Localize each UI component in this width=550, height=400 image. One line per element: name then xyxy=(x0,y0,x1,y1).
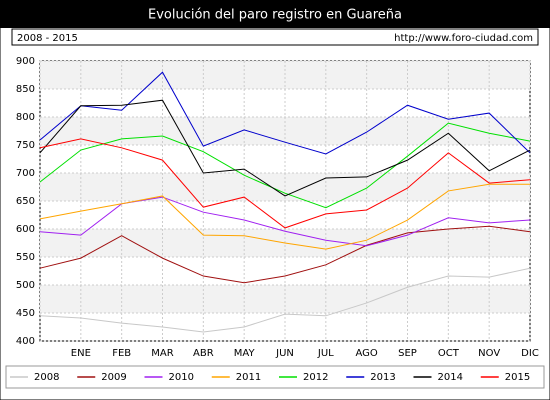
legend-label: 2012 xyxy=(303,372,328,383)
legend-box xyxy=(5,365,545,389)
legend-label: 2013 xyxy=(370,372,395,383)
y-tick-label: 850 xyxy=(16,84,35,95)
y-tick-label: 750 xyxy=(16,140,35,151)
y-tick-label: 400 xyxy=(16,336,35,347)
series-line xyxy=(39,71,531,155)
subtitle-box xyxy=(11,28,539,46)
x-tick-label: SEP xyxy=(398,348,417,359)
x-tick-label: DIC xyxy=(521,348,539,359)
legend-label: 2008 xyxy=(34,372,59,383)
series-line xyxy=(39,122,531,209)
series-line xyxy=(39,183,530,250)
x-tick-label: MAY xyxy=(234,348,256,359)
series-line xyxy=(39,267,531,333)
series-line xyxy=(39,138,531,229)
x-tick-label: NOV xyxy=(478,348,500,359)
title-bar xyxy=(0,0,550,28)
series-line xyxy=(39,99,531,197)
subtitle: 2008 - 2015 xyxy=(17,33,78,44)
y-tick-label: 600 xyxy=(16,224,35,235)
y-tick-label: 800 xyxy=(16,112,35,123)
y-tick-label: 500 xyxy=(16,280,35,291)
legend-label: 2010 xyxy=(169,372,194,383)
y-tick-label: 650 xyxy=(16,196,35,207)
series-line xyxy=(39,225,531,284)
x-tick-label: MAR xyxy=(151,348,173,359)
x-tick-label: AGO xyxy=(356,348,378,359)
y-tick-label: 900 xyxy=(16,56,35,67)
source: http://www.foro-ciudad.com xyxy=(394,33,533,44)
legend-label: 2011 xyxy=(236,372,261,383)
y-tick-label: 700 xyxy=(16,168,35,179)
legend-label: 2015 xyxy=(505,372,530,383)
x-tick-label: ABR xyxy=(193,348,214,359)
chart-title: Evolución del paro registro en Guareña xyxy=(148,8,402,23)
x-tick-label: FEB xyxy=(112,348,131,359)
y-tick-label: 450 xyxy=(16,308,35,319)
x-tick-label: JUL xyxy=(317,348,334,359)
y-tick-label: 550 xyxy=(16,252,35,263)
x-tick-label: ENE xyxy=(71,348,91,359)
legend-label: 2009 xyxy=(101,372,126,383)
x-tick-label: JUN xyxy=(275,348,294,359)
x-tick-label: OCT xyxy=(438,348,460,359)
legend-label: 2014 xyxy=(438,372,463,383)
